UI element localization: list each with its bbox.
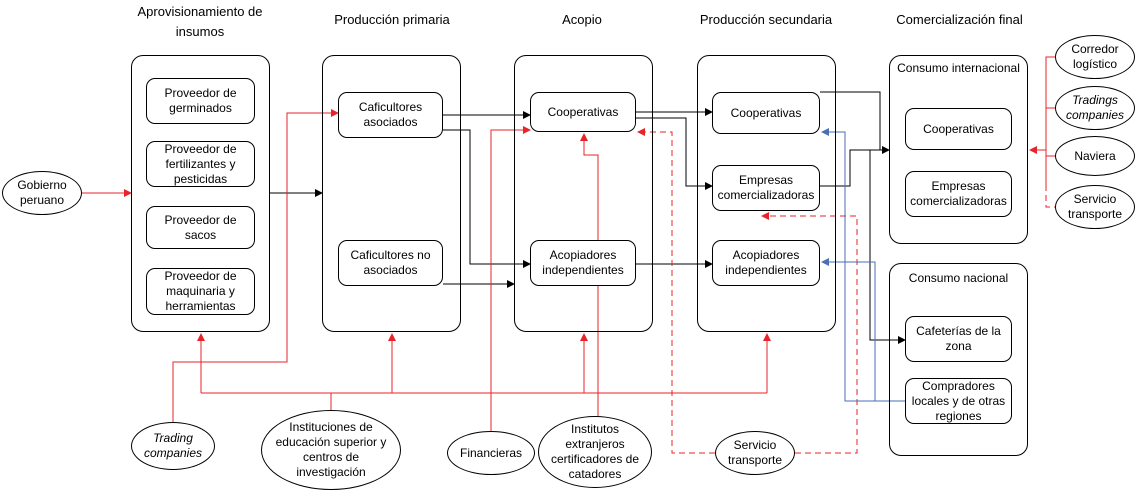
external-actor: Gobierno peruano bbox=[2, 171, 82, 215]
node: Cafeterías de la zona bbox=[905, 316, 1012, 362]
group bbox=[322, 55, 461, 332]
external-actor: Institutos extranjeros certificadores de… bbox=[538, 416, 652, 488]
logistics-actor: Corredor logístico bbox=[1055, 35, 1135, 79]
stage-title: Aprovisionamiento de insumos bbox=[137, 4, 263, 39]
external-actor: Instituciones de educación superior y ce… bbox=[261, 410, 401, 490]
stage-title: Producción primaria bbox=[334, 12, 450, 27]
node: Proveedor de fertilizantes y pesticidas bbox=[146, 141, 255, 187]
group-title: Consumo nacional bbox=[908, 271, 1009, 285]
flow-arrows bbox=[270, 91, 906, 344]
node: Proveedor de maquinaria y herramientas bbox=[146, 268, 255, 315]
group bbox=[889, 263, 1028, 456]
stage-title: Comercialización final bbox=[896, 12, 1023, 27]
logistics-actor: Tradings companies bbox=[1055, 86, 1135, 130]
stage-title: Acopio bbox=[562, 12, 602, 27]
group-title: Consumo internacional bbox=[897, 61, 1020, 75]
node: Acopiadores independientes bbox=[530, 240, 636, 286]
external-actor: Financieras bbox=[447, 431, 535, 475]
node: Acopiadores independientes bbox=[712, 240, 820, 286]
node: Cooperativas bbox=[905, 108, 1012, 150]
node: Caficultores no asociados bbox=[338, 240, 443, 286]
local-arrows bbox=[821, 128, 905, 402]
external-actor: Servicio transporte bbox=[715, 431, 795, 475]
node: Proveedor de sacos bbox=[146, 206, 255, 249]
group bbox=[514, 55, 653, 332]
node: Empresas comercializadoras bbox=[905, 171, 1012, 217]
node: Proveedor de germinados bbox=[146, 78, 255, 124]
group bbox=[697, 55, 836, 332]
group bbox=[889, 55, 1028, 244]
node: Cooperativas bbox=[530, 92, 636, 132]
stage-title: Producción secundaria bbox=[699, 12, 833, 27]
external-actor: Trading companies bbox=[131, 422, 215, 470]
logistics-actor: Servicio transporte bbox=[1055, 185, 1135, 229]
node: Empresas comercializadoras bbox=[712, 165, 820, 211]
node: Caficultores asociados bbox=[338, 92, 443, 138]
group bbox=[131, 55, 270, 332]
node: Compradores locales y de otras regiones bbox=[905, 378, 1012, 424]
support-arrows bbox=[82, 56, 1055, 454]
logistics-actor: Naviera bbox=[1055, 136, 1135, 176]
node: Cooperativas bbox=[712, 92, 820, 134]
